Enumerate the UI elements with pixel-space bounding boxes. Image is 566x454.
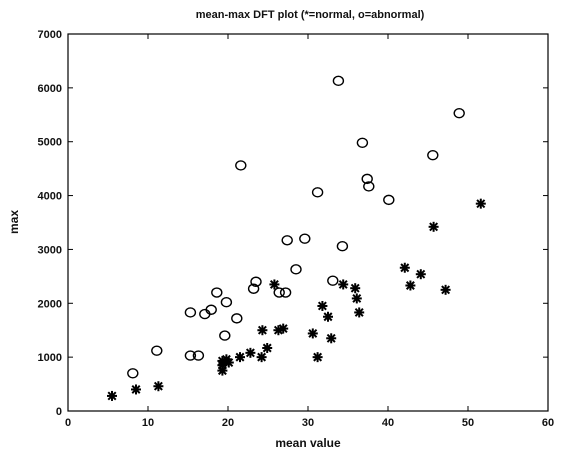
data-point-circle [205,304,217,315]
data-point-asterisk [256,352,267,363]
data-point-asterisk [278,323,289,334]
y-tick-label: 6000 [38,83,62,95]
data-point-circle [427,149,439,161]
y-tick-label: 4000 [38,191,62,203]
y-tick-label: 5000 [38,137,62,149]
data-point-asterisk [235,352,245,363]
data-point-circle [231,313,243,324]
data-point-asterisk [475,198,486,209]
data-point-asterisk [257,325,268,336]
chart-title: mean-max DFT plot (*=normal, o=abnormal) [196,9,425,21]
data-point-circle [453,107,465,119]
data-point-asterisk [312,352,323,363]
data-point-asterisk [323,311,333,322]
data-point-asterisk [338,279,349,290]
data-point-asterisk [415,269,426,280]
data-point-circle [250,276,262,287]
y-tick-label: 7000 [38,29,62,41]
data-point-asterisk [351,293,362,304]
y-tick-label: 1000 [38,352,62,364]
data-point-asterisk [107,390,117,401]
x-tick-label: 50 [462,417,474,429]
data-point-circle [281,235,293,246]
data-point-circle [192,350,205,361]
data-point-asterisk [262,342,273,353]
data-point-asterisk [440,284,451,295]
data-point-circle [220,297,233,308]
data-point-asterisk [317,300,328,311]
data-point-circle [279,287,292,298]
data-point-asterisk [269,279,280,290]
axis-ticks: 0 10 20 30 40 50 60 0 1000 2000 3000 4000 5000 6000 70… [38,29,555,429]
data-point-circle [299,233,311,244]
y-tick-label: 3000 [38,244,62,256]
y-tick-label: 2000 [38,298,62,310]
data-point-circle [311,187,324,198]
data-point-asterisk [153,381,164,392]
data-point-circle [356,137,369,148]
data-point-asterisk [245,347,256,358]
data-point-circle [336,240,349,252]
data-marks [107,75,486,401]
data-point-circle [211,287,223,298]
data-point-circle [363,181,375,192]
x-axis-label: mean value [275,436,341,450]
data-point-asterisk [223,357,234,368]
data-point-asterisk [307,328,318,339]
x-tick-label: 10 [142,417,154,429]
data-point-circle [332,75,345,87]
data-point-circle [361,173,373,185]
x-tick-label: 60 [542,417,554,429]
data-point-asterisk [326,333,337,344]
plot-area-frame [67,33,549,412]
data-point-circle [247,283,260,294]
y-axis-label: max [7,210,21,234]
data-point-circle [151,345,163,356]
y-tick-label: 0 [56,406,62,418]
data-point-circle [219,330,231,341]
data-point-circle [290,264,302,275]
data-point-asterisk [405,280,416,291]
data-point-circle [184,350,197,361]
x-tick-label: 20 [222,417,234,429]
x-tick-label: 30 [302,417,314,429]
data-point-circle [273,287,285,298]
data-point-asterisk [131,384,141,395]
data-point-asterisk [350,283,361,294]
x-tick-label: 40 [382,417,394,429]
data-point-circle [235,160,247,171]
x-tick-label: 0 [65,417,71,429]
data-point-circle [127,368,139,379]
data-point-asterisk [428,221,439,232]
data-point-circle [327,275,339,286]
data-point-circle [383,194,395,206]
data-point-asterisk [354,307,365,318]
data-point-asterisk [399,262,410,273]
data-point-circle [184,307,197,318]
